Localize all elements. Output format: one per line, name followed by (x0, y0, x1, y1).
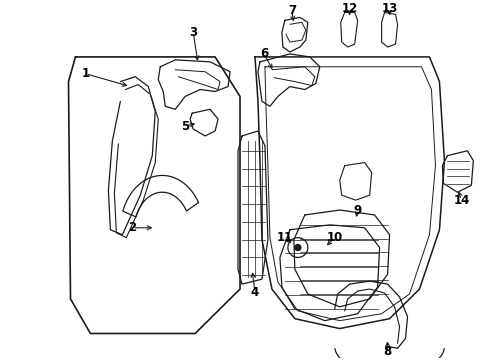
Text: 2: 2 (128, 221, 136, 234)
Text: 5: 5 (181, 120, 189, 132)
Text: 12: 12 (342, 2, 358, 15)
Text: 1: 1 (81, 67, 90, 80)
Text: 13: 13 (381, 2, 398, 15)
Text: 14: 14 (453, 194, 469, 207)
Circle shape (295, 244, 301, 251)
Text: 4: 4 (251, 285, 259, 298)
Text: 9: 9 (354, 203, 362, 216)
Text: 6: 6 (260, 48, 268, 60)
Text: 11: 11 (277, 231, 293, 244)
Text: 8: 8 (384, 345, 392, 358)
Text: 7: 7 (288, 4, 296, 17)
Text: 10: 10 (327, 231, 343, 244)
Text: 3: 3 (189, 26, 197, 39)
